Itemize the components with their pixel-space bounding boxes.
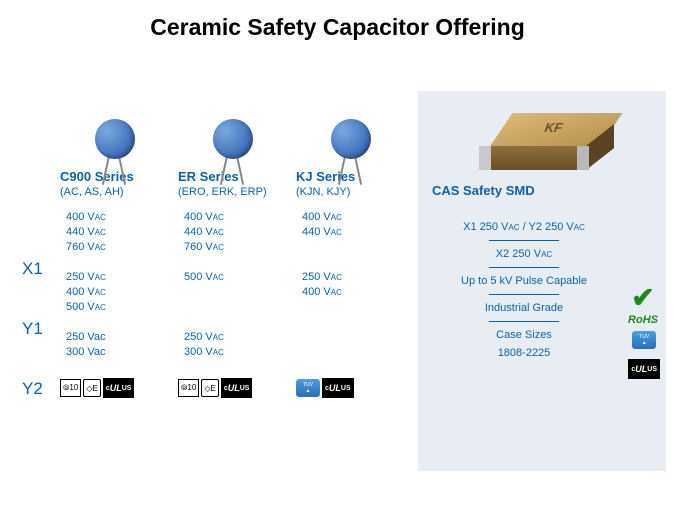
series-subtitle: (KJN, KJY) (296, 186, 406, 198)
voltage-group-y2 (296, 330, 406, 374)
cas-spec-3: Up to 5 kV Pulse Capable (432, 272, 616, 290)
cert-icon: ⦾10 (60, 379, 81, 397)
content-area: X1 Y1 Y2 C900 Series(AC, AS, AH)400 VAC4… (0, 91, 675, 471)
voltage-group-y2: 250 VAC300 VAC (178, 330, 288, 374)
rohs-text: RoHS (628, 314, 658, 326)
voltage-value: 250 Vac (66, 330, 170, 345)
voltage-value: 500 VAC (184, 270, 288, 285)
series-subtitle: (ERO, ERK, ERP) (178, 186, 288, 198)
cas-specs: X1 250 VAC / Y2 250 VAC X2 250 VAC Up to… (432, 218, 656, 362)
voltage-value: 400 VAC (66, 285, 170, 300)
row-label-y1: Y1 (22, 319, 60, 379)
voltage-value: 400 VAC (66, 210, 170, 225)
voltage-value: 250 VAC (184, 330, 288, 345)
cert-row: ⦾10◇EcULUS (60, 378, 170, 398)
disc-capacitor-image (178, 91, 288, 169)
vde-icon: ◇E (83, 379, 101, 397)
voltage-value: 250 VAC (302, 270, 406, 285)
series-subtitle: (AC, AS, AH) (60, 186, 170, 198)
cas-spec-6: 1808-2225 (432, 344, 616, 362)
series-col: KJ Series(KJN, KJY)400 VAC440 VAC250 VAC… (296, 91, 414, 471)
cas-spec-4: Industrial Grade (432, 299, 616, 317)
series-title: C900 Series (60, 169, 170, 184)
voltage-value: 400 VAC (302, 210, 406, 225)
ul-icon: cULUS (628, 359, 660, 379)
voltage-value: 760 VAC (184, 240, 288, 255)
voltage-value: 760 VAC (66, 240, 170, 255)
rohs-badge: ✔ RoHS (628, 281, 658, 326)
page-title: Ceramic Safety Capacitor Offering (0, 0, 675, 41)
disc-capacitor-image (296, 91, 406, 169)
cas-title: CAS Safety SMD (432, 183, 656, 198)
voltage-group-x1: 400 VAC440 VAC (296, 210, 406, 270)
cas-spec-5: Case Sizes (432, 326, 616, 344)
voltage-group-y1: 250 VAC400 VAC500 VAC (60, 270, 170, 330)
ul-icon: cULUS (103, 378, 135, 398)
voltage-group-y1: 250 VAC400 VAC (296, 270, 406, 330)
cas-spec-2: X2 250 VAC (432, 245, 616, 263)
cert-row: ⦾10◇EcULUS (178, 378, 288, 398)
vde-icon: ◇E (201, 379, 219, 397)
voltage-value: 440 VAC (302, 225, 406, 240)
row-label-x1: X1 (22, 259, 60, 319)
cas-panel: KF CAS Safety SMD X1 250 VAC / Y2 250 VA… (418, 91, 666, 471)
cert-icon: ⦾10 (178, 379, 199, 397)
voltage-group-x1: 400 VAC440 VAC760 VAC (60, 210, 170, 270)
voltage-group-x1: 400 VAC440 VAC760 VAC (178, 210, 288, 270)
series-col: C900 Series(AC, AS, AH)400 VAC440 VAC760… (60, 91, 178, 471)
series-col: ER Series (ERO, ERK, ERP) 400 VAC440 VAC76… (178, 91, 296, 471)
voltage-group-y1: 500 VAC (178, 270, 288, 330)
tuv-icon: TUV▲ (296, 379, 320, 397)
check-icon: ✔ (628, 281, 658, 314)
voltage-group-y2: 250 Vac300 Vac (60, 330, 170, 374)
voltage-value: 400 VAC (302, 285, 406, 300)
cas-spec-1: X1 250 VAC / Y2 250 VAC (432, 218, 616, 236)
voltage-value: 500 VAC (66, 300, 170, 315)
voltage-value: 400 VAC (184, 210, 288, 225)
cert-row: TUV▲cULUS (296, 378, 406, 398)
row-labels: X1 Y1 Y2 (22, 91, 60, 471)
ul-icon: cULUS (322, 378, 354, 398)
tuv-icon: TUV▲ (632, 331, 656, 349)
voltage-value: 440 VAC (184, 225, 288, 240)
voltage-value: 300 Vac (66, 345, 170, 360)
cas-cert-column: TUV▲ cULUS (628, 331, 660, 379)
voltage-value: 300 VAC (184, 345, 288, 360)
smd-image: KF (432, 99, 656, 177)
series-title: ER Series (178, 169, 288, 184)
voltage-value: 440 VAC (66, 225, 170, 240)
row-label-y2: Y2 (22, 379, 60, 419)
series-title: KJ Series (296, 169, 406, 184)
voltage-value: 250 VAC (66, 270, 170, 285)
ul-icon: cULUS (221, 378, 253, 398)
series-columns: C900 Series(AC, AS, AH)400 VAC440 VAC760… (60, 91, 414, 471)
disc-capacitor-image (60, 91, 170, 169)
